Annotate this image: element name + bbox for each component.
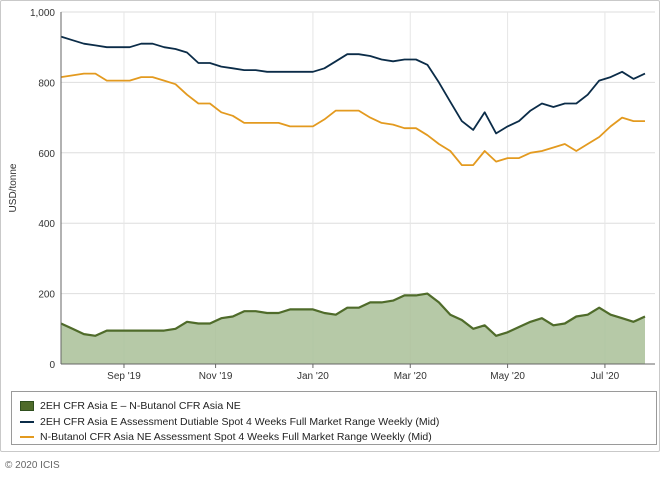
x-tick-label: Nov '19 xyxy=(199,371,233,382)
y-axis-label: USD/tonne xyxy=(8,163,19,212)
copyright-text: © 2020 ICIS xyxy=(5,460,60,471)
x-tick-label: Sep '19 xyxy=(107,371,141,382)
y-tick-label: 0 xyxy=(49,360,55,371)
x-tick-label: Mar '20 xyxy=(394,371,427,382)
legend-label-spread: 2EH CFR Asia E – N-Butanol CFR Asia NE xyxy=(40,399,241,412)
y-tick-label: 400 xyxy=(38,219,55,230)
legend-item-spread[interactable]: 2EH CFR Asia E – N-Butanol CFR Asia NE xyxy=(20,398,241,413)
y-tick-label: 600 xyxy=(38,149,55,160)
legend-label-nbutanol: N-Butanol CFR Asia NE Assessment Spot 4 … xyxy=(40,430,432,443)
series-spread-area xyxy=(61,293,645,364)
legend-label-2eh: 2EH CFR Asia E Assessment Dutiable Spot … xyxy=(40,415,440,428)
legend-item-nbutanol[interactable]: N-Butanol CFR Asia NE Assessment Spot 4 … xyxy=(20,429,432,444)
y-tick-label: 1,000 xyxy=(30,8,55,19)
x-tick-label: Jan '20 xyxy=(297,371,329,382)
legend-swatch-nbutanol xyxy=(20,435,34,438)
series-2eh-line xyxy=(60,35,646,135)
x-tick-label: Jul '20 xyxy=(591,371,620,382)
legend-item-2eh[interactable]: 2EH CFR Asia E Assessment Dutiable Spot … xyxy=(20,414,439,429)
legend-swatch-2eh xyxy=(20,420,34,423)
x-tick-label: May '20 xyxy=(490,371,525,382)
series-spread-line xyxy=(60,292,646,337)
y-tick-label: 200 xyxy=(38,290,55,301)
chart-plot: 0 200 400 600 800 1,000 Sep '19 Nov '19 Jan '20 M… xyxy=(8,8,655,382)
legend: 2EH CFR Asia E – N-Butanol CFR Asia NE 2… xyxy=(11,391,657,445)
series-nbutanol-line xyxy=(60,72,645,166)
y-tick-label: 800 xyxy=(38,78,55,89)
chart-frame xyxy=(0,0,660,452)
legend-swatch-spread xyxy=(20,400,34,411)
